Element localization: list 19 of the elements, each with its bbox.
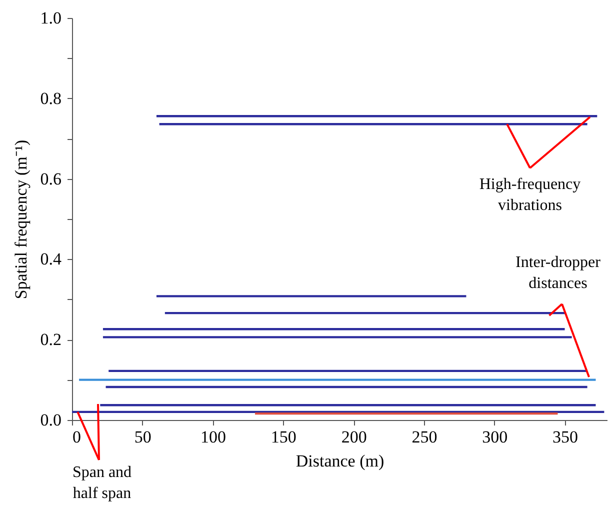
y-tick-label: 0.8 xyxy=(40,88,62,108)
x-axis-title: Distance (m) xyxy=(296,452,384,470)
y-tick-label: 1.0 xyxy=(40,8,62,28)
x-tick-label: 100 xyxy=(200,428,226,446)
annotation: Span and half span xyxy=(72,464,132,502)
y-tick-label: 0.0 xyxy=(40,410,62,430)
y-tick-label: 0.6 xyxy=(40,169,62,188)
y-tick-label: 0.4 xyxy=(40,250,62,269)
x-tick-label: 200 xyxy=(341,428,367,446)
y-tick-label: 0.2 xyxy=(40,330,62,350)
x-tick-label: 0 xyxy=(72,428,81,446)
annotation: High-frequency vibrations xyxy=(479,176,581,214)
x-tick-label: 250 xyxy=(412,428,438,446)
annotation: Inter-dropper distances xyxy=(516,254,602,292)
x-tick-label: 300 xyxy=(482,428,508,446)
x-tick-label: 350 xyxy=(552,428,578,446)
x-tick-label: 150 xyxy=(270,428,296,446)
y-axis-title: Spatial frequency (m⁻¹) xyxy=(11,140,30,300)
x-tick-label: 50 xyxy=(134,428,152,446)
